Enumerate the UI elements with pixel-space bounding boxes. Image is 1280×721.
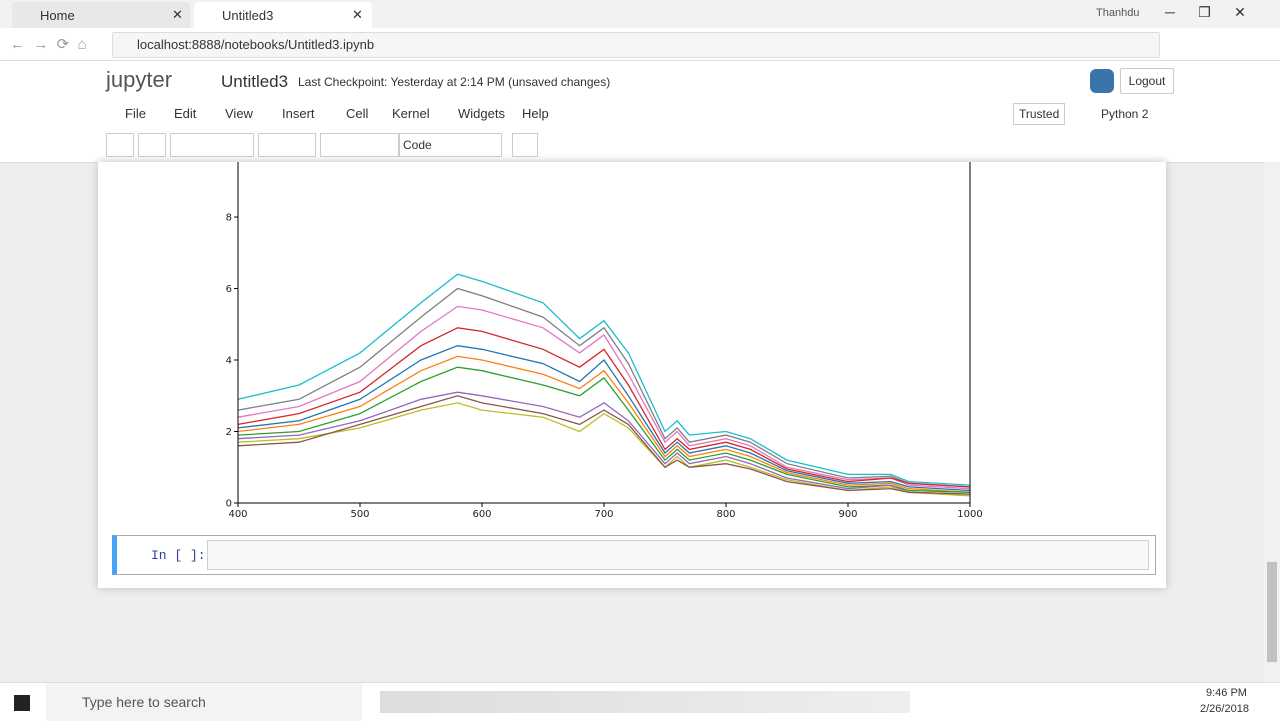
- series-line: [237, 273, 971, 486]
- user-name: Thanhdu: [1096, 7, 1140, 19]
- code-input[interactable]: [207, 540, 1149, 570]
- y-tick-label: 6: [226, 284, 232, 295]
- save-button[interactable]: [106, 133, 134, 157]
- series-line: [237, 327, 971, 488]
- x-tick-label: 900: [838, 509, 857, 520]
- logout-button[interactable]: Logout: [1120, 68, 1174, 94]
- cell-type-select[interactable]: Code: [398, 133, 502, 157]
- move-buttons[interactable]: [258, 133, 316, 157]
- x-tick-label: 700: [594, 509, 613, 520]
- notebook: 0 2 4 6 8 400 500 600 700 800 900 1000 In [ ]:: [98, 162, 1166, 588]
- x-tick-label: 400: [228, 509, 247, 520]
- tab-title: Untitled3: [222, 8, 274, 23]
- series-line: [237, 366, 971, 493]
- tab[interactable]: Untitled3 ✕: [194, 2, 372, 28]
- series-line: [237, 287, 971, 488]
- y-tick-label: 2: [226, 427, 232, 438]
- prompt: In [ ]:: [151, 548, 206, 563]
- series-line: [237, 391, 971, 495]
- keyboard-button[interactable]: [512, 133, 538, 157]
- pinned-apps[interactable]: [380, 691, 910, 713]
- edit-buttons[interactable]: [170, 133, 254, 157]
- add-button[interactable]: [138, 133, 166, 157]
- scrollbar[interactable]: [1264, 162, 1280, 682]
- search-text: Type here to search: [82, 694, 206, 710]
- start-button[interactable]: [14, 695, 30, 711]
- plot: 0 2 4 6 8 400 500 600 700 800 900 1000: [226, 162, 983, 520]
- clock-date: 2/26/2018: [1200, 703, 1249, 715]
- menu-item[interactable]: Kernel: [392, 106, 430, 121]
- input-cell[interactable]: In [ ]:: [112, 535, 1156, 575]
- trusted[interactable]: Trusted: [1013, 103, 1066, 125]
- url: localhost:8888/notebooks/Untitled3.ipynb: [137, 37, 375, 52]
- logo[interactable]: jupyter: [106, 67, 173, 92]
- series-line: [237, 345, 971, 492]
- notebook-name[interactable]: Untitled3: [221, 72, 289, 91]
- y-tick-label: 4: [226, 356, 232, 367]
- menu-item[interactable]: File: [125, 106, 146, 121]
- search-box[interactable]: Type here to search: [46, 683, 362, 721]
- menu-item[interactable]: Cell: [346, 106, 369, 121]
- menu-item[interactable]: Widgets: [458, 106, 505, 121]
- toolbar: Code: [106, 133, 538, 157]
- address-bar: ← → ⟳ ⌂ localhost:8888/notebooks/Untitle…: [0, 28, 1280, 61]
- menu-item[interactable]: Help: [522, 106, 549, 121]
- run-buttons[interactable]: [320, 133, 400, 157]
- kernel-name: Python 2: [1101, 107, 1149, 121]
- jupyter-header: jupyter Untitled3 Last Checkpoint: Yeste…: [0, 61, 1280, 163]
- python-logo: [1090, 69, 1114, 93]
- taskbar: Type here to search 9:46 PM 2/26/2018: [0, 682, 1280, 721]
- y-tick-label: 8: [226, 213, 232, 224]
- menu-item[interactable]: View: [225, 106, 253, 121]
- menu-item[interactable]: Edit: [174, 106, 197, 121]
- url-box[interactable]: localhost:8888/notebooks/Untitled3.ipynb: [112, 32, 1160, 58]
- y-tick-label: 0: [226, 499, 232, 510]
- series-line: [237, 355, 971, 493]
- x-tick-label: 800: [716, 509, 735, 520]
- menu-item[interactable]: Insert: [282, 106, 315, 121]
- x-tick-label: 1000: [957, 509, 982, 520]
- series-line: [237, 305, 971, 490]
- tab-title: Home: [40, 8, 75, 23]
- tab[interactable]: Home ✕: [12, 2, 190, 28]
- checkpoint: Last Checkpoint: Yesterday at 2:14 PM (u…: [298, 75, 611, 89]
- x-tick-label: 500: [350, 509, 369, 520]
- series-line: [237, 395, 971, 495]
- x-tick-label: 600: [472, 509, 491, 520]
- clock-time: 9:46 PM: [1206, 687, 1247, 699]
- tab-strip: Home ✕ Untitled3 ✕ Thanhdu ─ ❐ ✕: [0, 0, 1280, 28]
